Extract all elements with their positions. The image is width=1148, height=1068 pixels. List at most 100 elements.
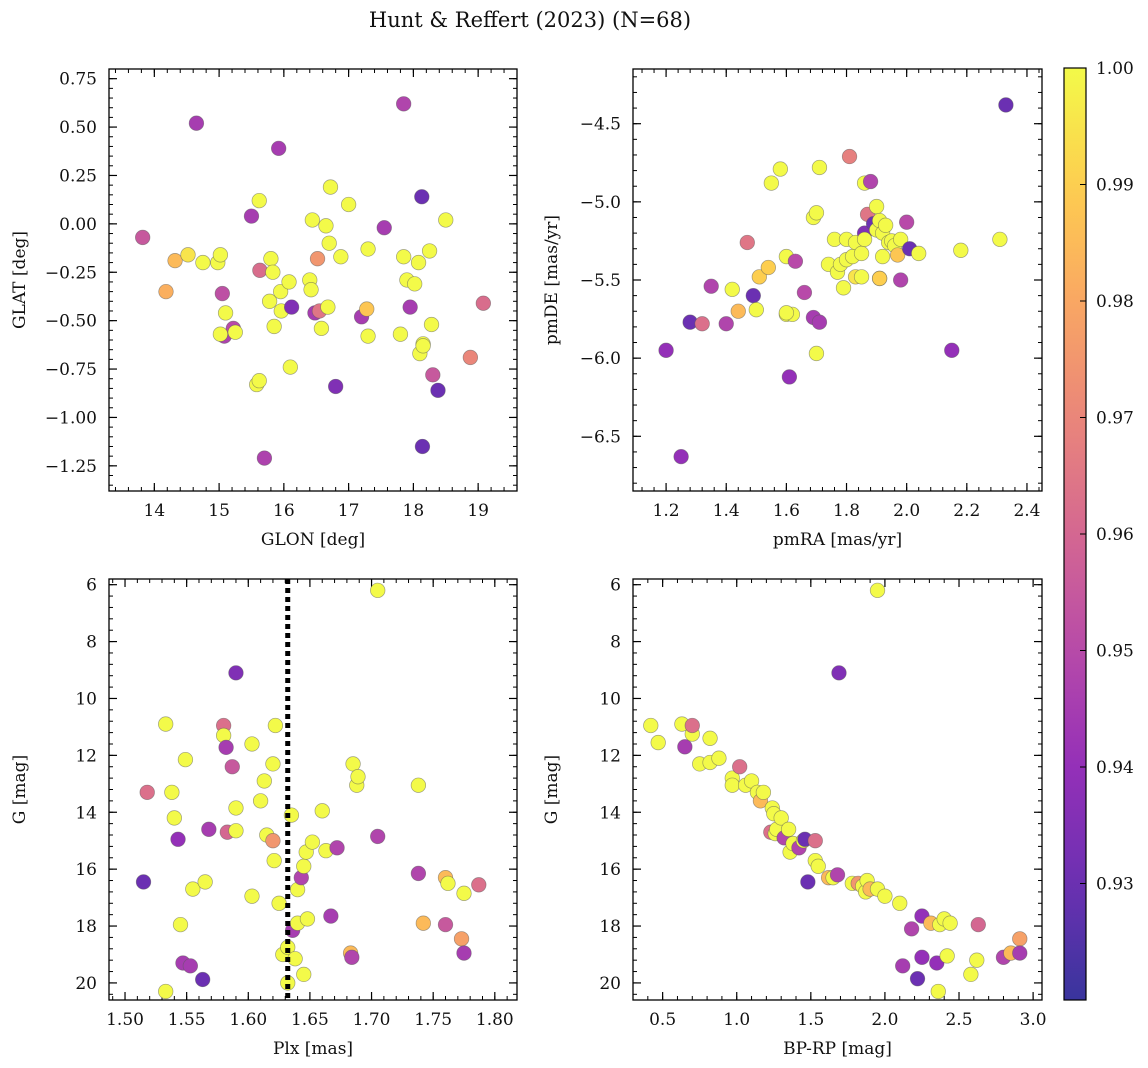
data-point [282, 359, 298, 375]
data-point [313, 320, 330, 337]
data-point [909, 971, 926, 987]
data-point [711, 750, 727, 766]
data-point [402, 299, 418, 315]
colorbar-tick-label: 0.96 [1096, 525, 1134, 545]
data-point [396, 249, 412, 265]
y-axis-label: pmDE [mas/yr] [542, 215, 562, 345]
y-tick-label: 10 [599, 689, 621, 709]
data-point [227, 324, 243, 340]
scatter-points [135, 96, 491, 466]
panel-bprp-g: 0.5 1.0 1.5 2.0 2.5 3.0 6 8 10 12 14 16 18 20 BP-RP [m… [542, 576, 1047, 1059]
data-point [914, 949, 930, 965]
data-point [869, 582, 886, 599]
data-point [748, 302, 764, 318]
data-point [892, 895, 908, 911]
data-point [853, 269, 870, 285]
y-tick-label: −4.5 [580, 115, 621, 135]
data-point [195, 971, 211, 988]
data-point [328, 378, 344, 395]
data-point [787, 253, 804, 269]
data-point [998, 97, 1014, 113]
data-point [456, 885, 472, 901]
data-point [218, 739, 234, 756]
y-tick-label: −6.5 [580, 427, 621, 447]
data-point [718, 316, 734, 332]
data-point [344, 949, 360, 965]
data-point [322, 179, 339, 195]
data-point [944, 342, 960, 358]
data-point [423, 316, 440, 333]
data-point [252, 262, 268, 278]
x-axis-label: BP-RP [mag] [783, 1039, 892, 1059]
data-point [188, 115, 205, 131]
data-point [314, 803, 330, 819]
data-point [939, 948, 955, 964]
data-point [272, 283, 289, 300]
data-point [265, 833, 281, 849]
data-point [796, 284, 813, 301]
data-point [265, 756, 281, 772]
data-point [370, 582, 386, 599]
data-point [177, 751, 194, 768]
data-point [992, 231, 1008, 248]
x-tick-label: 3.0 [1020, 1010, 1047, 1030]
y-tick-label: 0.50 [59, 118, 97, 138]
data-point [421, 243, 438, 259]
x-tick-label: 1.70 [353, 1010, 391, 1030]
data-point [810, 858, 826, 874]
data-point [440, 875, 456, 892]
data-point [835, 280, 852, 296]
y-tick-label: 18 [75, 917, 97, 937]
data-point [751, 269, 767, 285]
colorbar-tick-label: 0.95 [1096, 642, 1134, 662]
data-point [228, 665, 244, 681]
data-point [456, 945, 472, 961]
y-tick-label: 6 [610, 576, 621, 596]
data-point [808, 345, 825, 362]
y-tick-label: 0.00 [59, 215, 97, 235]
data-point [800, 874, 816, 890]
data-point [271, 140, 287, 157]
y-tick-label: 20 [599, 974, 621, 994]
data-point [893, 231, 909, 248]
data-point [903, 921, 920, 937]
data-point [970, 916, 986, 933]
data-point [1012, 945, 1028, 961]
data-point [158, 716, 174, 732]
data-point [251, 192, 267, 209]
x-tick-label: 14 [144, 501, 166, 521]
y-tick-label: 6 [86, 576, 97, 596]
data-point [853, 245, 870, 262]
x-tick-label: 1.8 [833, 501, 860, 521]
x-tick-label: 1.75 [414, 1010, 452, 1030]
y-tick-label: 8 [86, 633, 97, 653]
x-axis-label: GLON [deg] [261, 530, 365, 550]
data-point [243, 208, 260, 224]
data-point [415, 338, 431, 354]
y-tick-label: −1.00 [45, 408, 97, 428]
x-tick-label: 15 [208, 501, 230, 521]
data-point [811, 314, 828, 330]
y-tick-label: −5.5 [580, 271, 621, 291]
data-point [318, 218, 334, 234]
scatter-points [643, 582, 1028, 1000]
data-point [244, 736, 260, 752]
data-point [643, 717, 659, 734]
data-point [139, 784, 155, 800]
colorbar-tick-label: 0.94 [1096, 758, 1134, 778]
panel-pmra-pmde: 1.2 1.4 1.6 1.8 2.0 2.2 2.4 −6.5 −6.0 −5.5 −5.0 −4.… [542, 68, 1043, 550]
x-tick-label: 1.60 [229, 1010, 267, 1030]
data-point [410, 777, 427, 793]
data-point [893, 272, 909, 288]
data-point [252, 793, 269, 809]
data-point [256, 450, 273, 466]
data-point [953, 242, 969, 258]
data-point [760, 259, 776, 276]
data-point [930, 983, 946, 1000]
x-tick-label: 1.80 [476, 1010, 514, 1030]
data-point [807, 833, 823, 849]
data-point [271, 895, 287, 911]
x-tick-label: 2.4 [1013, 501, 1040, 521]
data-point [471, 877, 487, 893]
data-point [251, 373, 267, 389]
